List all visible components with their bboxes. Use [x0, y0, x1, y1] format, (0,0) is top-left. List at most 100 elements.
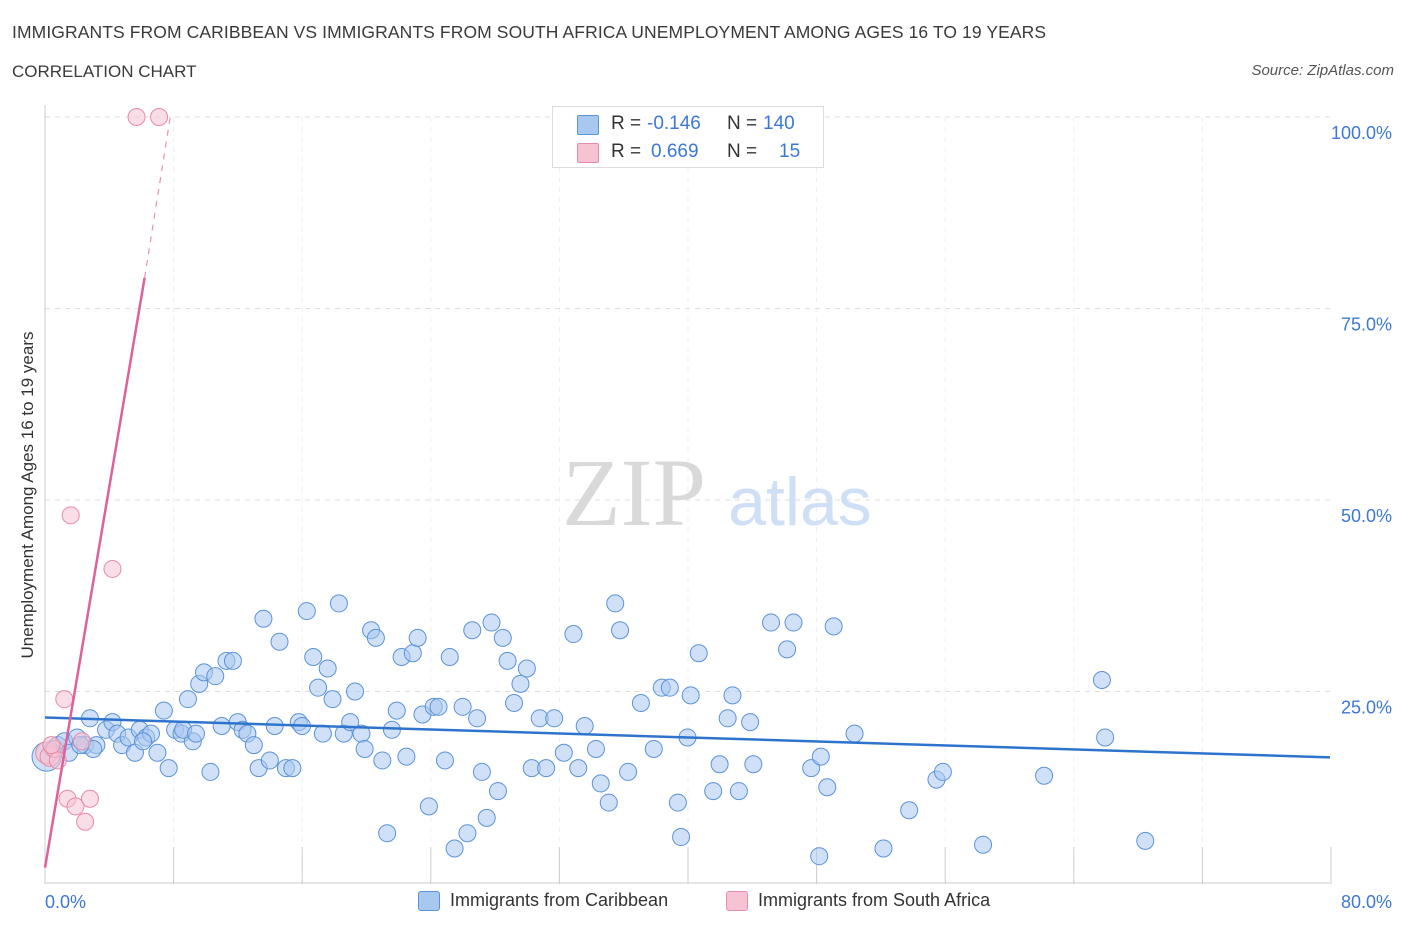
caribbean-point: [419, 797, 438, 816]
caribbean-point: [387, 701, 406, 720]
caribbean-point: [900, 801, 919, 820]
r-label: R =: [611, 141, 642, 162]
caribbean-point: [729, 782, 748, 801]
caribbean-point: [741, 713, 760, 732]
caribbean-point: [260, 751, 279, 770]
watermark-atlas: atlas: [728, 464, 872, 540]
caribbean-point: [373, 751, 392, 770]
caribbean-point: [453, 697, 472, 716]
caribbean-point: [435, 751, 454, 770]
caribbean-point: [346, 682, 365, 701]
series-caribbean: [31, 594, 1155, 866]
caribbean-point: [591, 774, 610, 793]
caribbean-swatch: [577, 115, 599, 135]
caribbean-point: [408, 628, 427, 647]
caribbean-point: [309, 678, 328, 697]
x-tick-label-min: 0.0%: [45, 892, 86, 912]
caribbean-point: [933, 762, 952, 781]
caribbean-point: [323, 690, 342, 709]
caribbean-point: [1092, 671, 1111, 690]
correlation-stats-box: R = -0.146 N = 140 R = 0.669 N = 15: [552, 106, 824, 168]
caribbean-point: [133, 732, 152, 751]
watermark-zip: ZIP: [562, 439, 706, 546]
r-value: -0.146: [647, 113, 701, 134]
caribbean-point: [355, 739, 374, 758]
caribbean-point: [672, 828, 691, 847]
caribbean-point: [1096, 728, 1115, 747]
caribbean-point: [382, 720, 401, 739]
caribbean-point: [148, 743, 167, 762]
chart-subtitle: CORRELATION CHART: [12, 62, 197, 81]
caribbean-point: [186, 724, 205, 743]
data-points: [31, 108, 1155, 866]
caribbean-point: [159, 759, 178, 778]
caribbean-point: [660, 678, 679, 697]
caribbean-point: [498, 651, 517, 670]
caribbean-point: [710, 755, 729, 774]
caribbean-point: [270, 632, 289, 651]
caribbean-point: [784, 613, 803, 632]
n-label: N =: [727, 113, 758, 134]
south-africa-trend-extension: [143, 116, 171, 278]
caribbean-point: [811, 747, 830, 766]
caribbean-point: [463, 621, 482, 640]
caribbean-point: [313, 724, 332, 743]
south-africa-point: [61, 506, 80, 525]
caribbean-point: [778, 640, 797, 659]
caribbean-point: [517, 659, 536, 678]
caribbean-point: [631, 693, 650, 712]
caribbean-point: [397, 747, 416, 766]
south-africa-trend-line: [43, 277, 146, 868]
caribbean-point: [575, 716, 594, 735]
south-africa-point: [103, 559, 122, 578]
source-note: Source: ZipAtlas.com: [1251, 62, 1394, 79]
n-label: N =: [727, 141, 758, 162]
n-value: 140: [763, 113, 795, 134]
caribbean-point: [445, 839, 464, 858]
caribbean-point: [554, 743, 573, 762]
caribbean-point: [569, 759, 588, 778]
caribbean-point: [599, 793, 618, 812]
caribbean-point: [545, 709, 564, 728]
caribbean-trend-line: [44, 716, 1331, 759]
chart-title: IMMIGRANTS FROM CARIBBEAN VS IMMIGRANTS …: [12, 22, 1047, 42]
caribbean-point: [201, 762, 220, 781]
legend-swatch-south-africa: [726, 891, 748, 911]
caribbean-point: [606, 594, 625, 613]
south-africa-point: [42, 736, 61, 755]
south-africa-point: [76, 812, 95, 831]
caribbean-point: [472, 762, 491, 781]
caribbean-point: [178, 690, 197, 709]
caribbean-point: [744, 755, 763, 774]
caribbean-point: [154, 701, 173, 720]
caribbean-point: [254, 609, 273, 628]
caribbean-point: [378, 824, 397, 843]
y-tick-label: 25.0%: [1341, 698, 1392, 718]
x-tick-label-max: 80.0%: [1341, 892, 1392, 912]
caribbean-point: [681, 686, 700, 705]
caribbean-point: [403, 644, 422, 663]
caribbean-point: [206, 667, 225, 686]
tick-labels: 25.0% 50.0% 75.0% 100.0% 0.0% 80.0%: [45, 123, 1392, 912]
caribbean-point: [619, 762, 638, 781]
legend-swatch-caribbean: [418, 891, 440, 911]
caribbean-point: [824, 617, 843, 636]
south-africa-point: [80, 789, 99, 808]
legend-label-caribbean: Immigrants from Caribbean: [450, 890, 669, 910]
south-africa-point: [150, 108, 169, 126]
caribbean-point: [329, 594, 348, 613]
caribbean-point: [802, 759, 821, 778]
caribbean-point: [586, 739, 605, 758]
caribbean-point: [429, 697, 448, 716]
caribbean-point: [564, 625, 583, 644]
caribbean-point: [458, 824, 477, 843]
caribbean-point: [644, 739, 663, 758]
caribbean-point: [505, 693, 524, 712]
caribbean-point: [318, 659, 337, 678]
caribbean-point: [718, 709, 737, 728]
caribbean-point: [762, 613, 781, 632]
caribbean-point: [611, 621, 630, 640]
caribbean-point: [468, 709, 487, 728]
caribbean-point: [297, 602, 316, 621]
